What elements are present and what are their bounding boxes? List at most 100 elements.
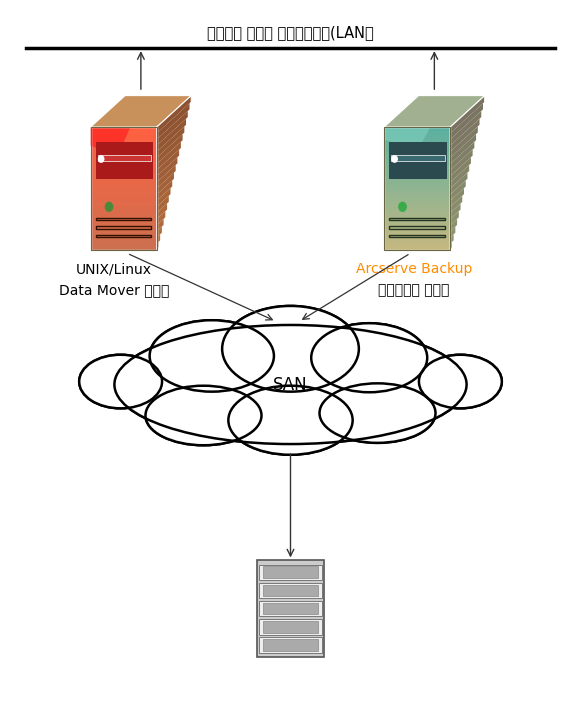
Polygon shape xyxy=(91,237,157,241)
Polygon shape xyxy=(91,127,157,131)
Polygon shape xyxy=(91,217,157,221)
Polygon shape xyxy=(384,160,450,164)
Polygon shape xyxy=(450,211,459,225)
Polygon shape xyxy=(91,136,157,139)
Polygon shape xyxy=(91,184,157,189)
Polygon shape xyxy=(384,237,450,241)
Polygon shape xyxy=(384,246,450,250)
Polygon shape xyxy=(450,103,483,139)
Polygon shape xyxy=(91,152,157,156)
Ellipse shape xyxy=(150,321,274,392)
Polygon shape xyxy=(91,246,157,250)
Polygon shape xyxy=(384,221,450,225)
Ellipse shape xyxy=(222,306,359,392)
Polygon shape xyxy=(91,213,157,217)
Polygon shape xyxy=(157,227,162,237)
Polygon shape xyxy=(384,152,450,156)
Ellipse shape xyxy=(228,385,353,455)
Polygon shape xyxy=(91,139,157,143)
Polygon shape xyxy=(384,172,450,176)
Ellipse shape xyxy=(114,325,467,444)
Polygon shape xyxy=(450,227,456,237)
Polygon shape xyxy=(91,234,157,237)
Polygon shape xyxy=(259,638,322,653)
Polygon shape xyxy=(450,157,471,182)
Polygon shape xyxy=(384,205,450,209)
Polygon shape xyxy=(157,188,170,207)
Polygon shape xyxy=(91,180,157,184)
Polygon shape xyxy=(384,213,450,217)
Polygon shape xyxy=(263,639,318,651)
Polygon shape xyxy=(96,142,153,179)
Text: Data Mover サーバ: Data Mover サーバ xyxy=(59,283,169,297)
Polygon shape xyxy=(263,566,318,578)
Polygon shape xyxy=(450,134,476,164)
Polygon shape xyxy=(91,201,157,205)
Polygon shape xyxy=(91,205,157,209)
Text: Arcserve Backup: Arcserve Backup xyxy=(356,263,472,276)
Polygon shape xyxy=(263,621,318,633)
Polygon shape xyxy=(157,95,191,133)
Polygon shape xyxy=(384,189,450,193)
Polygon shape xyxy=(157,119,186,152)
Polygon shape xyxy=(91,168,157,172)
Polygon shape xyxy=(384,180,450,184)
Polygon shape xyxy=(450,188,464,207)
Polygon shape xyxy=(157,150,179,176)
Polygon shape xyxy=(91,156,157,160)
Polygon shape xyxy=(157,157,177,182)
Polygon shape xyxy=(157,203,167,219)
Polygon shape xyxy=(450,173,468,195)
Polygon shape xyxy=(91,127,130,157)
Polygon shape xyxy=(384,139,450,143)
Polygon shape xyxy=(91,241,157,246)
Polygon shape xyxy=(384,143,450,148)
Polygon shape xyxy=(157,196,169,213)
Polygon shape xyxy=(450,234,454,244)
Polygon shape xyxy=(450,142,474,170)
Ellipse shape xyxy=(228,385,353,455)
Polygon shape xyxy=(384,209,450,213)
Polygon shape xyxy=(450,119,479,152)
Ellipse shape xyxy=(320,383,436,443)
Polygon shape xyxy=(450,126,478,157)
Polygon shape xyxy=(450,150,472,176)
Polygon shape xyxy=(157,111,188,145)
Ellipse shape xyxy=(311,323,427,393)
Polygon shape xyxy=(157,234,160,244)
Polygon shape xyxy=(91,221,157,225)
Polygon shape xyxy=(450,180,466,201)
Ellipse shape xyxy=(222,306,359,392)
Polygon shape xyxy=(157,219,164,232)
Ellipse shape xyxy=(79,354,162,408)
Polygon shape xyxy=(91,143,157,148)
Ellipse shape xyxy=(145,385,261,445)
Circle shape xyxy=(399,203,406,211)
Polygon shape xyxy=(450,203,461,219)
Polygon shape xyxy=(389,142,447,179)
Polygon shape xyxy=(91,95,191,127)
Polygon shape xyxy=(384,217,450,221)
Polygon shape xyxy=(384,127,450,131)
Polygon shape xyxy=(91,148,157,152)
Ellipse shape xyxy=(79,354,162,408)
Polygon shape xyxy=(263,603,318,614)
Text: プライマリ サーバ: プライマリ サーバ xyxy=(378,283,450,297)
Polygon shape xyxy=(91,193,157,196)
Polygon shape xyxy=(91,131,157,136)
Polygon shape xyxy=(384,131,450,136)
Ellipse shape xyxy=(320,383,436,443)
Polygon shape xyxy=(157,142,181,170)
Polygon shape xyxy=(157,242,159,250)
Polygon shape xyxy=(384,193,450,196)
Polygon shape xyxy=(157,173,174,195)
Polygon shape xyxy=(259,619,322,635)
Polygon shape xyxy=(157,103,189,139)
Polygon shape xyxy=(384,127,431,152)
Polygon shape xyxy=(157,180,172,201)
Polygon shape xyxy=(91,164,157,168)
Polygon shape xyxy=(384,225,450,229)
Polygon shape xyxy=(91,196,157,201)
Polygon shape xyxy=(384,136,450,139)
Ellipse shape xyxy=(150,321,274,392)
